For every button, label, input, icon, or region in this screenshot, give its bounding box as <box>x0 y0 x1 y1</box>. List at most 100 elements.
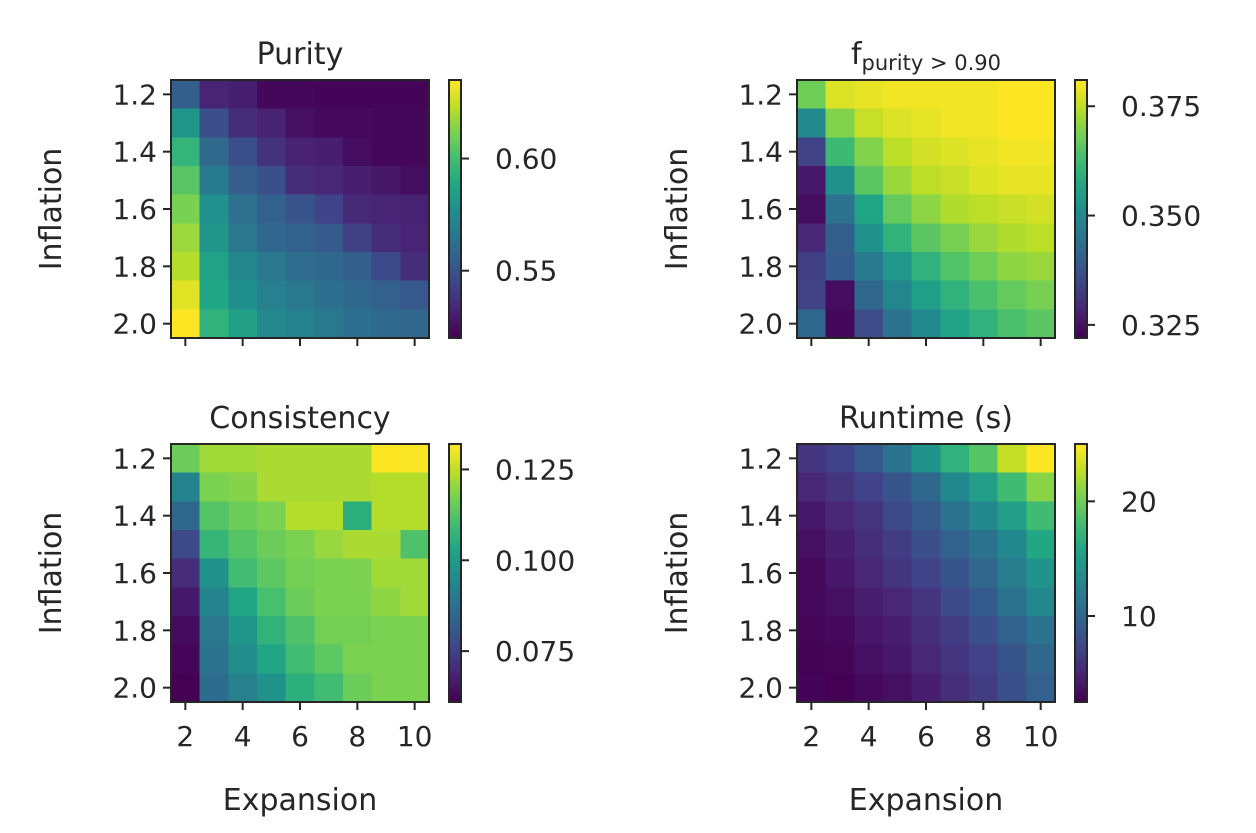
colorbar-segment <box>449 602 461 606</box>
heatmap-cell <box>797 558 827 588</box>
heatmap-cell <box>314 194 344 224</box>
heatmap-cell <box>883 309 913 339</box>
heatmap-cell <box>343 80 373 110</box>
heatmap-cell <box>314 472 344 502</box>
colorbar-segment <box>1075 118 1087 123</box>
heatmap-cell <box>825 309 855 339</box>
colorbar-segment <box>1075 450 1087 455</box>
colorbar-segment <box>449 279 461 284</box>
y-tick-label: 1.6 <box>738 557 783 590</box>
heatmap-cell <box>1026 472 1056 502</box>
colorbar-segment <box>449 131 461 136</box>
colorbar-segment <box>449 502 461 506</box>
colorbar-segment <box>1075 566 1087 571</box>
x-tick-label: 8 <box>974 720 992 753</box>
heatmap-cell <box>825 252 855 282</box>
colorbar-segment <box>1075 466 1087 471</box>
heatmap-cell <box>400 501 430 531</box>
colorbar-segment <box>449 672 461 677</box>
heatmap-cell <box>1026 194 1056 224</box>
heatmap-cell <box>969 80 999 110</box>
colorbar-segment <box>449 498 461 503</box>
heatmap-cell <box>285 137 315 167</box>
colorbar-segment <box>1075 228 1087 233</box>
colorbar-segment <box>1075 540 1087 545</box>
colorbar-segment <box>449 186 461 191</box>
panel-title: fpurity > 0.90 <box>851 37 1001 75</box>
colorbar-segment <box>1075 618 1087 622</box>
colorbar-segment <box>1075 456 1087 461</box>
heatmap-cell <box>911 309 941 339</box>
panel-title-subscript: purity > 0.90 <box>862 51 1001 75</box>
colorbar-segment <box>449 144 461 149</box>
colorbar-segment <box>1075 321 1087 326</box>
heatmap-cell <box>997 166 1027 196</box>
heatmap-cell <box>997 137 1027 167</box>
y-tick-label: 1.8 <box>112 250 157 283</box>
colorbar-segment <box>449 160 461 165</box>
heatmap-cell <box>797 280 827 310</box>
heatmap-cell <box>314 309 344 339</box>
colorbar-segment <box>1075 241 1087 246</box>
colorbar-segment <box>1075 289 1087 294</box>
colorbar-segment <box>1075 485 1087 490</box>
colorbar-segment <box>1075 247 1087 252</box>
colorbar-segment <box>1075 192 1087 197</box>
heatmap-cell <box>940 673 970 703</box>
colorbar-segment <box>1075 121 1087 126</box>
heatmap-cell <box>371 280 401 310</box>
colorbar-segment <box>1075 221 1087 226</box>
colorbar-segment <box>449 257 461 262</box>
colorbar-segment <box>449 524 461 529</box>
heatmap-cell <box>969 166 999 196</box>
heatmap-cell <box>314 558 344 588</box>
colorbar-segment <box>449 225 461 229</box>
heatmap-cell <box>228 587 258 617</box>
x-tick-label: 10 <box>1023 720 1059 753</box>
colorbar-segment <box>1075 238 1087 242</box>
heatmap-cell <box>854 108 884 138</box>
heatmap-cell <box>997 444 1027 474</box>
colorbar-segment <box>449 247 461 252</box>
colorbar-segment <box>449 99 461 104</box>
y-tick-label: 1.8 <box>112 614 157 647</box>
heatmap-cell <box>940 108 970 138</box>
colorbar-segment <box>449 618 461 622</box>
colorbar-segment <box>1075 144 1087 149</box>
y-tick-label: 1.4 <box>738 136 783 169</box>
heatmap-cell <box>969 587 999 617</box>
heatmap-cell <box>343 309 373 339</box>
heatmap-cell <box>797 194 827 224</box>
colorbar-segment <box>1075 99 1087 104</box>
colorbar-segment <box>1075 527 1087 532</box>
heatmap-cell <box>911 108 941 138</box>
heatmap-cell <box>228 252 258 282</box>
y-tick-label: 1.4 <box>738 500 783 533</box>
heatmap-cell <box>911 644 941 674</box>
heatmap-cell <box>883 444 913 474</box>
heatmap-cell <box>997 587 1027 617</box>
colorbar-segment <box>449 476 461 481</box>
colorbar-segment <box>449 218 461 223</box>
heatmap-cell <box>797 673 827 703</box>
x-tick-label: 4 <box>860 720 878 753</box>
heatmap-cell <box>1026 80 1056 110</box>
heatmap-cell <box>400 223 430 253</box>
heatmap-cell <box>1026 252 1056 282</box>
heatmap-cell <box>797 501 827 531</box>
colorbar-segment <box>449 331 461 336</box>
heatmap-cell <box>940 80 970 110</box>
heatmap-cell <box>199 530 229 560</box>
colorbar-segment <box>449 547 461 552</box>
colorbar-segment <box>1075 482 1087 487</box>
heatmap-cell <box>171 616 201 646</box>
colorbar-segment <box>449 653 461 658</box>
colorbar-segment <box>449 531 461 535</box>
heatmap-cell <box>854 587 884 617</box>
y-tick-label: 1.4 <box>112 500 157 533</box>
heatmap-cell <box>797 108 827 138</box>
heatmap-cell <box>171 108 201 138</box>
colorbar-segment <box>1075 498 1087 503</box>
colorbar-segment <box>1075 305 1087 310</box>
colorbar-segment <box>449 128 461 133</box>
